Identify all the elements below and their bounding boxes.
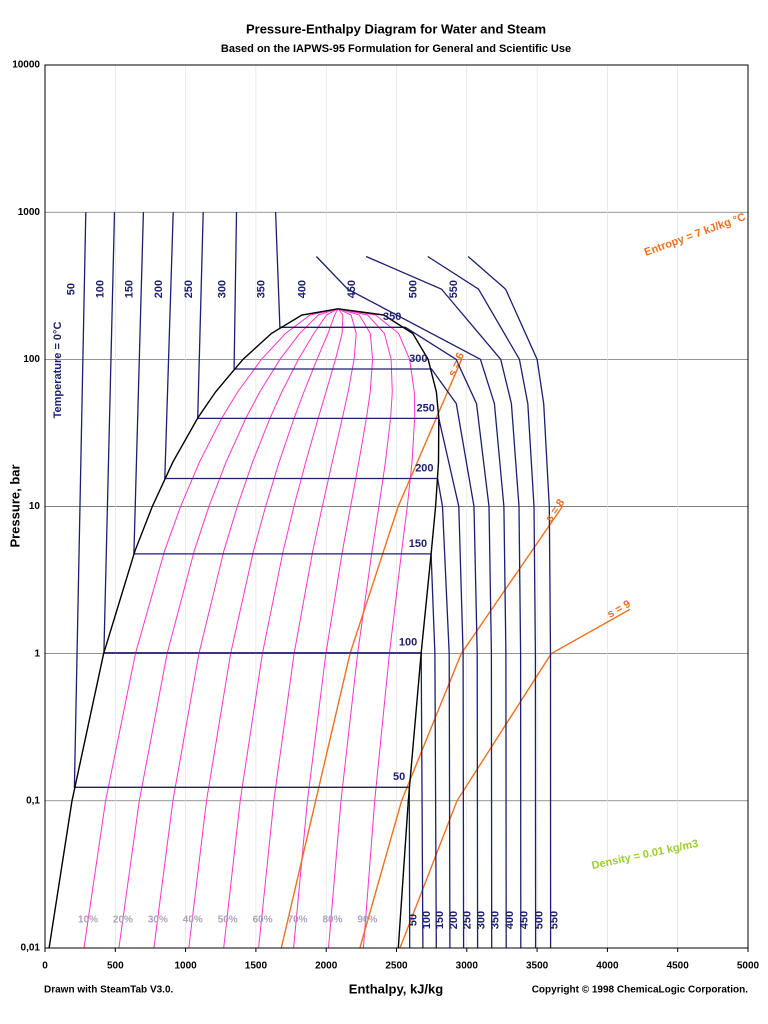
chart-title: Pressure-Enthalpy Diagram for Water and … bbox=[246, 21, 546, 36]
y-tick-label: 100 bbox=[23, 354, 40, 365]
quality-line bbox=[153, 308, 339, 949]
isotherm-label: 300 bbox=[476, 911, 488, 929]
x-tick-label: 4500 bbox=[667, 961, 690, 972]
isotherm-label: 200 bbox=[448, 911, 460, 929]
isotherm-label: 350 bbox=[490, 911, 502, 929]
isotherm-label: 150 bbox=[123, 280, 135, 298]
isotherm-label: 450 bbox=[519, 911, 531, 929]
isentrope bbox=[399, 608, 631, 949]
quality-line bbox=[223, 308, 344, 949]
saturation-line bbox=[337, 308, 440, 949]
y-tick-label: 10 bbox=[29, 501, 41, 512]
isentrope-label: s = 8 bbox=[543, 497, 567, 524]
x-tick-label: 1500 bbox=[245, 961, 268, 972]
y-tick-label: 1 bbox=[34, 648, 40, 659]
annotation: Density = 0.01 kg/m3 bbox=[591, 838, 700, 872]
isotherm-label: 150 bbox=[434, 911, 446, 929]
saturation-line bbox=[48, 308, 339, 949]
quality-label: 30% bbox=[148, 915, 168, 926]
quality-label: 40% bbox=[183, 915, 203, 926]
isotherm-label: 200 bbox=[415, 462, 433, 474]
isotherm-label: 300 bbox=[216, 280, 228, 298]
isotherm-label: 50 bbox=[393, 771, 405, 783]
isotherm bbox=[73, 212, 411, 949]
x-tick-label: 3500 bbox=[526, 961, 549, 972]
quality-label: 80% bbox=[322, 915, 342, 926]
isotherm-label: 400 bbox=[504, 911, 516, 929]
quality-label: 70% bbox=[288, 915, 308, 926]
isotherm bbox=[427, 255, 537, 949]
isotherm bbox=[315, 256, 507, 949]
isentrope bbox=[280, 359, 463, 949]
isotherm bbox=[233, 212, 479, 949]
isotherm-label: 350 bbox=[255, 280, 267, 298]
isotherm-label: 400 bbox=[296, 280, 308, 298]
isotherm-label: 250 bbox=[461, 911, 473, 929]
isotherm-label: 550 bbox=[549, 911, 561, 929]
x-axis-label: Enthalpy, kJ/kg bbox=[349, 981, 443, 996]
isentrope-label: s = 9 bbox=[605, 598, 632, 621]
isotherm bbox=[103, 212, 424, 949]
x-tick-label: 2000 bbox=[315, 961, 338, 972]
footer-right: Copyright © 1998 ChemicaLogic Corporatio… bbox=[532, 985, 749, 996]
x-tick-label: 3000 bbox=[456, 961, 479, 972]
quality-line bbox=[258, 308, 357, 949]
x-tick-label: 0 bbox=[42, 961, 48, 972]
isotherm-label: 250 bbox=[183, 280, 195, 298]
isotherm-label: 150 bbox=[409, 538, 427, 550]
isotherm-label: 350 bbox=[383, 311, 401, 323]
x-tick-label: 5000 bbox=[737, 961, 760, 972]
isotherm bbox=[467, 256, 552, 949]
y-tick-label: 0,1 bbox=[26, 795, 40, 806]
quality-label: 20% bbox=[113, 915, 133, 926]
isotherm-label: 250 bbox=[416, 402, 434, 414]
isotherm-label: 500 bbox=[533, 911, 545, 929]
isotherm-label: 50 bbox=[408, 914, 420, 926]
isotherm-label: 200 bbox=[153, 280, 165, 298]
y-tick-label: 1000 bbox=[18, 207, 41, 218]
quality-label: 90% bbox=[357, 915, 377, 926]
isotherm-label: 50 bbox=[66, 283, 78, 295]
quality-line bbox=[293, 308, 374, 949]
x-tick-label: 4000 bbox=[596, 961, 619, 972]
quality-label: 50% bbox=[218, 915, 238, 926]
isotherm-label: 450 bbox=[346, 280, 358, 298]
annotation: Temperature = 0°C bbox=[52, 322, 64, 419]
isotherm bbox=[365, 255, 522, 949]
quality-label: 10% bbox=[78, 915, 98, 926]
grid bbox=[44, 64, 749, 949]
plot-marks bbox=[48, 212, 631, 949]
quality-label: 60% bbox=[253, 915, 273, 926]
x-tick-label: 500 bbox=[107, 961, 124, 972]
isotherm-label: 100 bbox=[421, 911, 433, 929]
isotherm-label: 100 bbox=[94, 280, 106, 298]
isotherm bbox=[197, 212, 465, 949]
x-tick-label: 1000 bbox=[174, 961, 197, 972]
x-tick-label: 2500 bbox=[385, 961, 408, 972]
isentrope bbox=[359, 506, 563, 949]
quality-line bbox=[83, 308, 339, 949]
quality-line bbox=[328, 308, 393, 949]
isotherm bbox=[274, 212, 493, 949]
y-axis-label: Pressure, bar bbox=[7, 464, 22, 547]
y-tick-label: 0,01 bbox=[21, 943, 41, 954]
isotherm-label: 300 bbox=[409, 353, 427, 365]
isotherm-label: 100 bbox=[399, 637, 417, 649]
footer-left: Drawn with SteamTab V3.0. bbox=[44, 985, 174, 996]
quality-line bbox=[337, 308, 416, 949]
isotherm-label: 500 bbox=[408, 280, 420, 298]
isotherm-label: 550 bbox=[448, 280, 460, 298]
isotherm bbox=[164, 212, 451, 949]
quality-line bbox=[118, 308, 339, 949]
annotation: Entropy = 7 kJ/kg °C bbox=[643, 211, 748, 259]
chart-subtitle: Based on the IAPWS-95 Formulation for Ge… bbox=[221, 43, 571, 55]
y-tick-label: 10000 bbox=[12, 60, 40, 71]
quality-line bbox=[188, 308, 339, 949]
